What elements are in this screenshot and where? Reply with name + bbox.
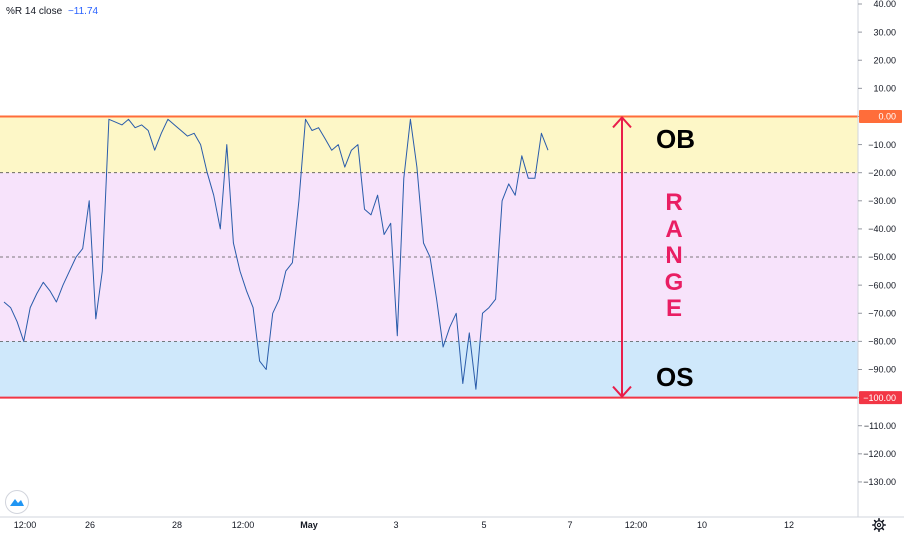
y-tick-label: −50.00 (868, 252, 896, 262)
y-tick-label: 40.00 (873, 0, 896, 9)
y-tick-label: −110.00 (864, 421, 896, 431)
indicator-legend[interactable]: %R 14 close −11.74 (6, 6, 98, 17)
y-tick-label: −40.00 (868, 224, 896, 234)
arrow-head-bottom (612, 385, 632, 399)
x-tick-label: 28 (172, 520, 182, 530)
legend-source: close (38, 6, 63, 17)
tradingview-logo-icon[interactable] (5, 490, 29, 514)
legend-period: 14 (24, 6, 37, 17)
y-tick-label: −60.00 (868, 280, 896, 290)
y-tick-label: 0.00 (878, 112, 896, 122)
gear-icon[interactable] (872, 518, 886, 532)
y-tick-label: −80.00 (868, 337, 896, 347)
y-tick-label: −70.00 (868, 308, 896, 318)
series-line-%R (3, 118, 549, 390)
x-tick-label: 3 (393, 520, 398, 530)
legend-name: %R (6, 6, 23, 17)
x-tick-label: 12:00 (232, 520, 255, 530)
level-lines (0, 115, 858, 399)
y-label-highlight (859, 109, 902, 123)
range-letter: R (665, 189, 683, 216)
price-axis[interactable]: 40.00 30.00 20.00 10.00 0.00 −10.00 −20.00 −30.… (857, 0, 902, 517)
x-tick-label: 26 (85, 520, 95, 530)
x-tick-label: 12:00 (625, 520, 648, 530)
range-letter: E (665, 295, 682, 322)
y-tick-label: −90.00 (868, 365, 896, 375)
y-tick-label: −20.00 (868, 168, 896, 178)
legend-value: −11.74 (67, 6, 99, 17)
range-label: R A N G E (662, 189, 686, 323)
time-axis[interactable]: 12:00 26 28 12:00 May 3 5 7 12:00 10 12 (0, 516, 904, 530)
y-tick-label: 20.00 (873, 55, 896, 65)
range-letter: G (664, 268, 684, 296)
x-tick-label: 12:00 (14, 520, 37, 530)
os-label: OS (656, 362, 694, 392)
range-letter: N (665, 242, 683, 269)
y-tick-label: 30.00 (873, 27, 896, 37)
y-label-highlight (859, 391, 902, 405)
y-tick-label: −30.00 (868, 196, 896, 206)
y-tick-label: 10.00 (873, 84, 896, 94)
y-tick-label: −120.00 (863, 449, 896, 459)
x-tick-label: May (300, 520, 318, 530)
x-tick-label: 7 (567, 520, 572, 530)
y-tick-label: −100.00 (863, 393, 896, 403)
y-tick-label: −130.00 (863, 477, 896, 487)
range-arrow (612, 115, 632, 399)
arrow-head-top (612, 115, 632, 129)
overbought-zone (0, 116, 858, 173)
oversold-zone (0, 341, 858, 398)
x-tick-label: 12 (784, 520, 794, 530)
x-tick-label: 5 (481, 520, 486, 530)
ob-label: OB (656, 124, 695, 154)
x-tick-label: 10 (697, 520, 707, 530)
range-letter: A (665, 215, 683, 243)
series-layer (3, 118, 549, 390)
y-tick-label: −10.00 (868, 140, 896, 150)
